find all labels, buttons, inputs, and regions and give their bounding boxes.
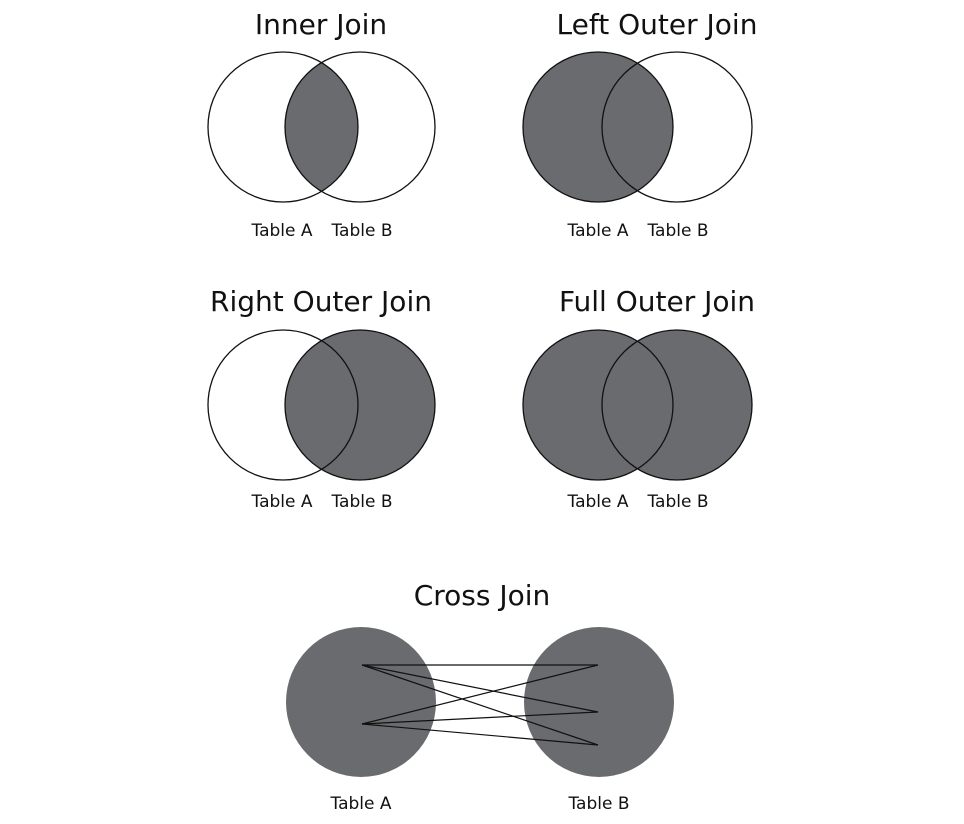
right-outer-join-label-a: Table A	[251, 492, 313, 512]
inner-join-intersection	[285, 52, 358, 202]
inner-join-table-a-circle	[207, 51, 359, 203]
inner-join-label-b: Table B	[330, 221, 392, 241]
cross-join-table-a-fill	[286, 627, 436, 777]
inner-join-title: Inner Join	[255, 8, 387, 41]
inner-join-table-b-circle	[284, 51, 436, 203]
full-outer-join-table-b-fill	[602, 330, 752, 480]
right-outer-join-title: Right Outer Join	[210, 285, 432, 318]
right-outer-join-table-b-fill	[285, 330, 435, 480]
right-outer-join-diagram: Right Outer Join Table A Table B	[207, 285, 436, 512]
left-outer-join-title: Left Outer Join	[557, 8, 758, 41]
left-outer-join-diagram: Left Outer Join Table A Table B	[522, 8, 758, 241]
cross-join-link	[361, 723, 599, 746]
inner-join-diagram: Inner Join Table A Table B	[207, 8, 436, 241]
cross-join-label-a: Table A	[330, 794, 392, 814]
left-outer-join-label-b: Table B	[646, 221, 708, 241]
cross-join-title: Cross Join	[414, 579, 551, 612]
cross-join-link	[361, 664, 599, 746]
left-outer-join-table-a-fill	[523, 52, 673, 202]
right-outer-join-table-a-circle	[207, 329, 359, 481]
inner-join-label-a: Table A	[251, 221, 313, 241]
full-outer-join-label-b: Table B	[646, 492, 708, 512]
right-outer-join-label-b: Table B	[330, 492, 392, 512]
full-outer-join-title: Full Outer Join	[559, 285, 755, 318]
cross-join-link	[361, 664, 599, 713]
full-outer-join-table-a-circle	[522, 329, 674, 481]
left-outer-join-table-b-circle	[601, 51, 753, 203]
right-outer-join-table-b-circle	[284, 329, 436, 481]
cross-join-link	[361, 711, 599, 725]
full-outer-join-diagram: Full Outer Join Table A Table B	[522, 285, 755, 512]
cross-join-diagram: Cross Join Table A Table B	[286, 579, 674, 814]
left-outer-join-table-a-circle	[522, 51, 674, 203]
full-outer-join-table-b-circle	[601, 329, 753, 481]
cross-join-label-b: Table B	[567, 794, 629, 814]
full-outer-join-label-a: Table A	[567, 492, 629, 512]
left-outer-join-label-a: Table A	[567, 221, 629, 241]
cross-join-link	[361, 664, 599, 725]
